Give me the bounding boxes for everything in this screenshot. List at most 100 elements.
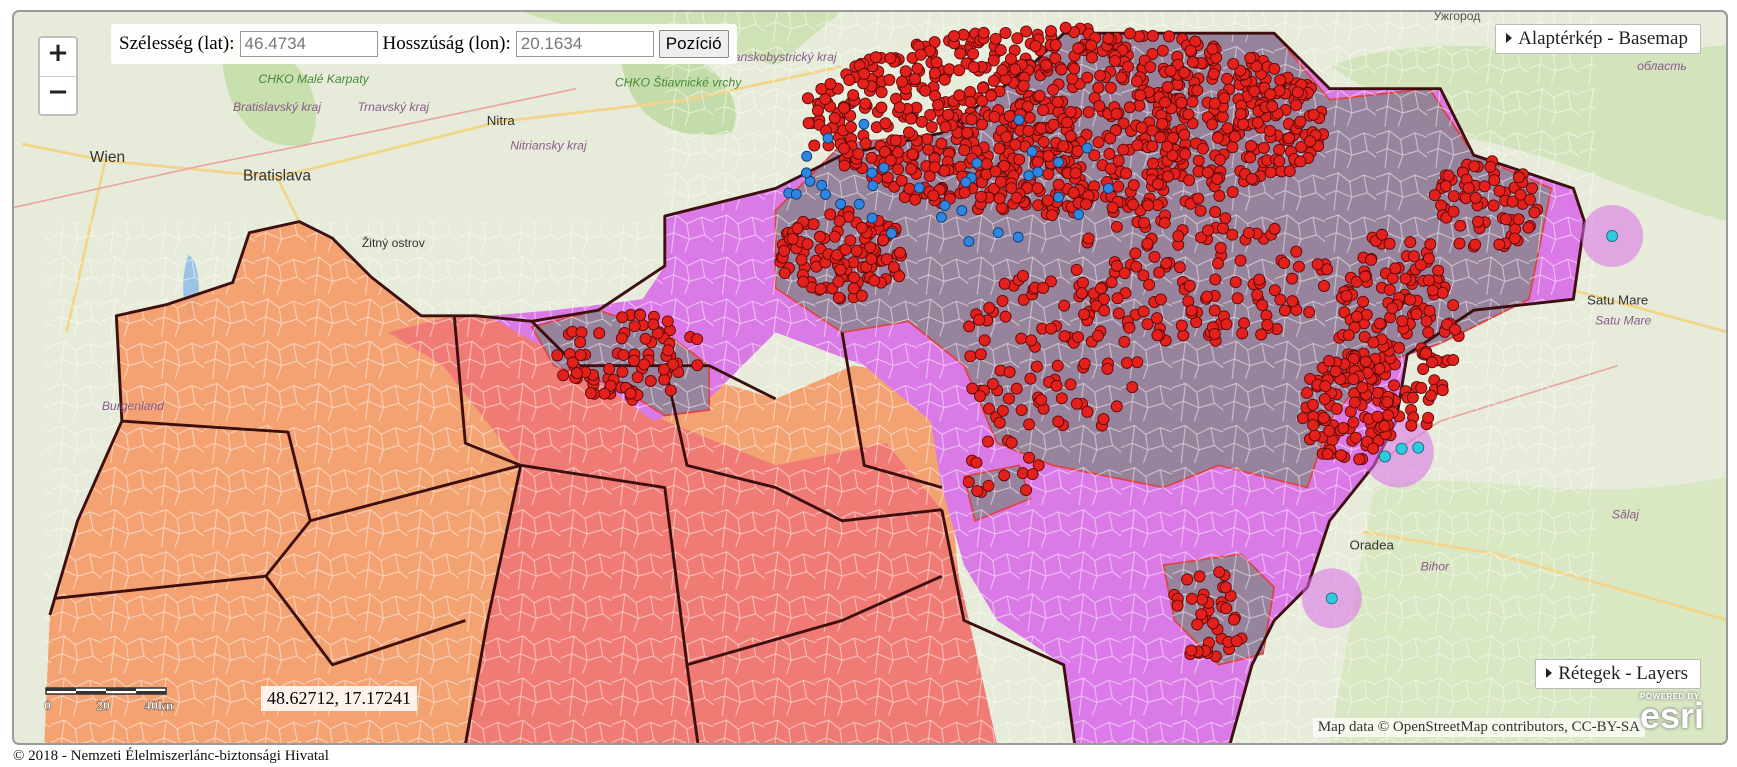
outbreak-point: [1321, 263, 1334, 276]
outbreak-point: [1447, 354, 1460, 366]
outbreak-point: [778, 267, 791, 280]
outbreak-point: [1506, 195, 1519, 208]
outbreak-point: [899, 65, 912, 78]
outbreak-point: [1347, 416, 1360, 429]
outbreak-point: [1406, 391, 1419, 404]
outbreak-point: [1226, 228, 1239, 241]
outbreak-point: [996, 404, 1009, 417]
outbreak-point: [1389, 262, 1402, 275]
outbreak-point: [1137, 305, 1150, 318]
outbreak-point: [1022, 124, 1035, 137]
outbreak-point: [1234, 108, 1247, 120]
place-label: CHKO Malé Karpaty: [258, 72, 369, 86]
outbreak-point: [819, 93, 832, 106]
outbreak-point: [1173, 261, 1186, 274]
outbreak-point: [1234, 254, 1247, 267]
outbreak-point: [1103, 183, 1114, 194]
outbreak-point: [1066, 72, 1079, 85]
outbreak-point: [1268, 62, 1281, 75]
outbreak-point: [1110, 220, 1123, 233]
outbreak-point: [1424, 389, 1437, 402]
scale-label: 0: [44, 699, 51, 714]
outbreak-point: [1227, 57, 1240, 70]
place-labels: Ужгород CHKO Malé Karpaty Bratislavský k…: [90, 11, 1687, 574]
outbreak-point: [1092, 81, 1105, 94]
outbreak-point: [1213, 189, 1226, 202]
outbreak-point: [1112, 307, 1125, 320]
outbreak-point: [1462, 182, 1475, 195]
place-label: Wien: [90, 149, 125, 166]
outbreak-point: [1131, 356, 1144, 369]
outbreak-point: [858, 118, 870, 130]
basemap-toggle[interactable]: Alaptérkép - Basemap: [1495, 24, 1701, 54]
lat-input[interactable]: [239, 31, 378, 57]
outbreak-point: [993, 192, 1006, 205]
outbreak-point: [791, 222, 804, 235]
outbreak-point: [1148, 250, 1161, 263]
outbreak-point: [1075, 287, 1088, 300]
outbreak-point: [657, 363, 670, 376]
outbreak-point: [832, 291, 845, 304]
outbreak-point: [999, 310, 1012, 323]
outbreak-point: [1410, 308, 1423, 321]
outbreak-point: [1329, 365, 1342, 378]
outbreak-point: [598, 387, 611, 400]
outbreak-point: [864, 241, 877, 254]
outbreak-point: [815, 82, 828, 95]
layers-toggle[interactable]: Rétegek - Layers: [1535, 659, 1701, 689]
outbreak-point: [987, 74, 1000, 87]
lon-input[interactable]: [515, 31, 654, 57]
outbreak-point: [807, 218, 820, 231]
outbreak-point: [1378, 420, 1391, 433]
outbreak-point: [1512, 213, 1525, 226]
zoom-in[interactable]: +: [40, 38, 76, 77]
place-label: Satu Mare: [1587, 293, 1648, 308]
outbreak-point: [1091, 329, 1104, 342]
outbreak-point: [869, 51, 882, 64]
outbreak-point: [1179, 148, 1192, 161]
outbreak-point: [1185, 592, 1198, 605]
outbreak-point: [866, 212, 878, 224]
outbreak-point: [948, 30, 961, 43]
outbreak-point: [1278, 304, 1291, 317]
outbreak-point: [1337, 422, 1350, 435]
outbreak-point: [1379, 450, 1391, 463]
outbreak-point: [1206, 118, 1219, 131]
outbreak-point: [1151, 329, 1164, 342]
outbreak-point: [1071, 145, 1084, 158]
outbreak-point: [566, 356, 579, 369]
outbreak-point: [891, 146, 904, 159]
outbreak-point: [1137, 269, 1150, 282]
position-button[interactable]: Pozíció: [658, 30, 729, 58]
outbreak-point: [865, 253, 878, 266]
zoom-out[interactable]: −: [47, 77, 69, 107]
outbreak-point: [1042, 150, 1055, 162]
outbreak-point: [1376, 228, 1388, 241]
outbreak-point: [1405, 419, 1418, 432]
outbreak-point: [880, 253, 893, 266]
outbreak-point: [1404, 236, 1417, 249]
esri-name: esri: [1640, 695, 1705, 736]
outbreak-point: [1151, 178, 1164, 191]
outbreak-point: [1274, 74, 1287, 87]
outbreak-point: [1522, 221, 1535, 234]
esri-logo: POWERED BY esri: [1640, 692, 1705, 736]
outbreak-point: [963, 236, 975, 247]
outbreak-point: [1218, 92, 1231, 105]
outbreak-point: [964, 95, 977, 108]
outbreak-point: [958, 186, 971, 199]
outbreak-point: [1045, 322, 1058, 335]
outbreak-point: [1350, 310, 1363, 323]
outbreak-points: [551, 21, 1619, 663]
outbreak-point: [875, 101, 888, 114]
outbreak-point: [1202, 224, 1215, 237]
outbreak-point: [974, 390, 987, 403]
outbreak-point: [639, 332, 652, 345]
outbreak-point: [1367, 336, 1380, 349]
place-label: Žitný ostrov: [362, 235, 426, 250]
outbreak-point: [1041, 194, 1054, 207]
outbreak-point: [1357, 295, 1370, 308]
outbreak-point: [906, 148, 919, 161]
outbreak-point: [1051, 359, 1064, 372]
outbreak-point: [1359, 270, 1372, 283]
